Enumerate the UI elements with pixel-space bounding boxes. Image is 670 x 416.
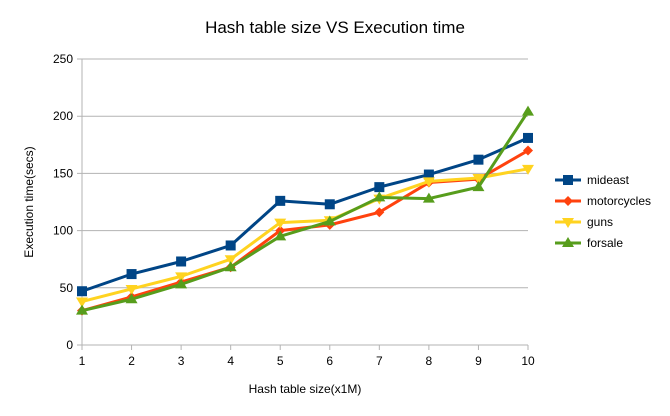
data-point [125, 284, 138, 295]
data-point [422, 177, 435, 188]
x-tick-label: 8 [426, 354, 433, 368]
series-group [76, 105, 534, 316]
data-point [523, 132, 533, 143]
x-axis-label: Hash table size(x1M) [249, 382, 362, 396]
legend-item-forsale: forsale [555, 236, 623, 250]
legend-label: motorcycles [587, 194, 651, 208]
data-point [324, 199, 335, 210]
legend-marker [563, 196, 573, 206]
legend-item-mideast: mideast [555, 173, 630, 187]
data-point [523, 145, 533, 156]
legend-label: guns [587, 215, 613, 229]
data-point [76, 297, 88, 308]
y-tick-label: 150 [53, 166, 73, 180]
data-point [126, 269, 137, 280]
chart-title: Hash table size VS Execution time [205, 18, 465, 37]
data-point [472, 181, 485, 192]
x-tick-label: 7 [376, 354, 383, 368]
data-point [225, 240, 236, 251]
legend-marker [562, 218, 574, 228]
data-point [374, 182, 385, 193]
data-point [274, 230, 287, 241]
series-mideast [77, 132, 533, 297]
legend-label: forsale [587, 236, 623, 250]
series-guns [76, 164, 534, 308]
data-point [224, 261, 237, 272]
legend: mideast motorcycles guns forsale [555, 173, 651, 250]
data-point [323, 215, 336, 226]
data-point [422, 192, 435, 203]
data-point [473, 154, 484, 165]
data-point [125, 293, 138, 304]
x-tick-label: 3 [178, 354, 185, 368]
series-forsale [76, 105, 534, 315]
data-point [274, 218, 287, 229]
legend-item-guns: guns [555, 215, 613, 229]
data-point [472, 173, 485, 184]
legend-label: mideast [587, 173, 630, 187]
data-point [522, 164, 534, 175]
data-point [522, 105, 534, 116]
data-point [373, 191, 386, 202]
data-point [374, 207, 385, 218]
legend-marker [563, 175, 573, 185]
x-tick-label: 6 [326, 354, 333, 368]
y-tick-label: 100 [53, 224, 73, 238]
data-point [76, 304, 88, 315]
y-tick-label: 250 [53, 52, 73, 66]
x-tick-labels: 1 2 3 4 5 6 7 8 9 10 [79, 354, 535, 368]
data-point [176, 256, 187, 267]
y-tick-label: 200 [53, 109, 73, 123]
x-tick-label: 5 [277, 354, 284, 368]
data-point [77, 286, 87, 297]
x-tick-label: 2 [128, 354, 135, 368]
legend-marker [562, 237, 574, 247]
data-point [423, 169, 434, 180]
y-axis-label: Execution time(secs) [22, 146, 36, 257]
legend-item-motorcycles: motorcycles [555, 194, 651, 208]
x-tick-label: 4 [227, 354, 234, 368]
y-tick-labels: 0 50 100 150 200 250 [53, 52, 73, 352]
data-point [175, 272, 188, 283]
x-tick-label: 9 [475, 354, 482, 368]
y-tick-label: 0 [66, 338, 73, 352]
series-line [81, 167, 529, 303]
series-line [81, 110, 530, 313]
y-tick-label: 50 [60, 281, 74, 295]
data-point [275, 195, 286, 206]
series-line [81, 136, 529, 293]
data-point [224, 255, 237, 266]
axes [81, 59, 529, 350]
x-tick-label: 1 [79, 354, 86, 368]
data-point [175, 278, 188, 289]
x-tick-label: 10 [521, 354, 535, 368]
